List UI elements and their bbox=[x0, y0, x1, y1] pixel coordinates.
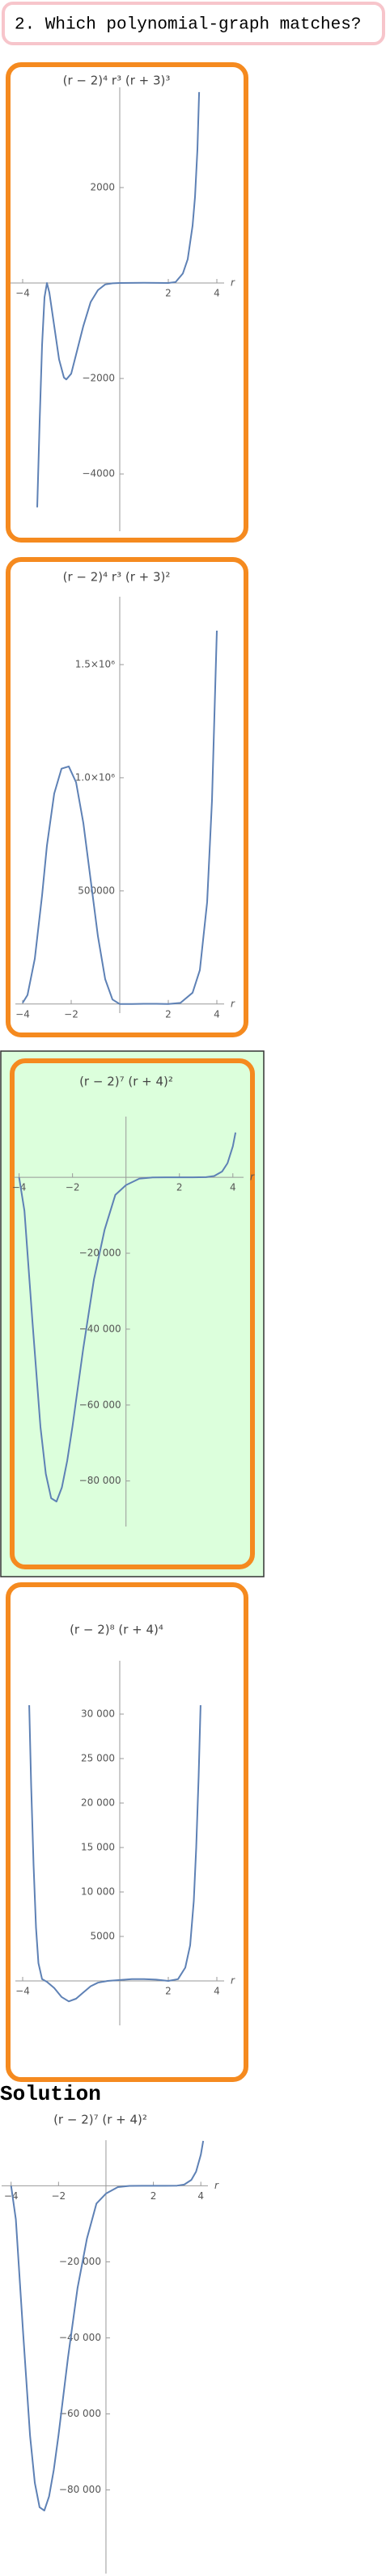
option-box[interactable] bbox=[6, 1582, 248, 2082]
x-tick-label: −4 bbox=[12, 1182, 27, 1193]
x-tick-label: −4 bbox=[15, 1008, 30, 1020]
curve bbox=[22, 630, 218, 1005]
x-tick-label: 2 bbox=[176, 1182, 183, 1193]
chart-title: (r − 2)⁴ r³ (r + 3)³ bbox=[63, 74, 171, 88]
x-tick-label: 2 bbox=[165, 1986, 172, 1997]
y-tick-label: −40 000 bbox=[59, 2332, 101, 2343]
curve bbox=[28, 1704, 201, 2003]
solution-heading: Solution bbox=[0, 2082, 101, 2106]
y-tick-label: 1.5×10⁶ bbox=[75, 658, 115, 669]
x-tick-label: −4 bbox=[4, 2190, 19, 2202]
x-axis-label: r bbox=[214, 2180, 219, 2191]
y-tick-label: 5000 bbox=[90, 1931, 115, 1942]
y-tick-label: −4000 bbox=[82, 468, 115, 479]
x-tick-label: 4 bbox=[214, 1008, 220, 1020]
x-tick-label: −4 bbox=[15, 1986, 30, 1997]
option-box[interactable] bbox=[10, 1058, 255, 1569]
x-tick-label: −2 bbox=[64, 1008, 78, 1020]
curve bbox=[36, 91, 201, 508]
y-tick-label: 15 000 bbox=[81, 1842, 115, 1853]
x-tick-label: 4 bbox=[214, 1986, 220, 1997]
chart-title: (r − 2)⁷ (r + 4)² bbox=[79, 1075, 173, 1089]
x-tick-label: −4 bbox=[15, 288, 30, 299]
x-tick-label: 4 bbox=[214, 288, 220, 299]
option-box[interactable] bbox=[6, 62, 248, 543]
curve bbox=[18, 1132, 237, 1503]
chart-title: (r − 2)⁴ r³ (r + 3)² bbox=[63, 570, 171, 585]
chart-title: (r − 2)⁸ (r + 4)⁴ bbox=[70, 1623, 163, 1637]
question-box bbox=[2, 2, 385, 45]
y-tick-label: −2000 bbox=[82, 373, 115, 384]
x-tick-label: 2 bbox=[165, 288, 172, 299]
x-axis-label: r bbox=[250, 1172, 255, 1183]
y-tick-label: −80 000 bbox=[79, 1475, 121, 1486]
x-tick-label: 2 bbox=[165, 1008, 172, 1020]
y-tick-label: 30 000 bbox=[81, 1708, 115, 1720]
question: 2. Which polynomial-graph matches? bbox=[15, 16, 361, 35]
y-tick-label: 10 000 bbox=[81, 1886, 115, 1898]
y-tick-label: −60 000 bbox=[59, 2408, 101, 2419]
x-tick-label: −2 bbox=[66, 1182, 80, 1193]
x-axis-label: r bbox=[231, 1975, 235, 1987]
y-tick-label: −40 000 bbox=[79, 1323, 121, 1334]
y-tick-label: 1.0×10⁶ bbox=[75, 771, 115, 783]
y-tick-label: 500000 bbox=[78, 885, 115, 896]
x-tick-label: 4 bbox=[197, 2190, 204, 2202]
y-tick-label: 20 000 bbox=[81, 1797, 115, 1809]
chart-title: (r − 2)⁷ (r + 4)² bbox=[53, 2113, 147, 2127]
x-axis-label: r bbox=[231, 277, 235, 289]
x-axis-label: r bbox=[231, 998, 235, 1009]
y-tick-label: −60 000 bbox=[79, 1399, 121, 1410]
curve bbox=[10, 2140, 205, 2512]
y-tick-label: 2000 bbox=[90, 181, 115, 192]
x-tick-label: 2 bbox=[150, 2190, 157, 2202]
y-tick-label: 25 000 bbox=[81, 1753, 115, 1764]
x-tick-label: −2 bbox=[51, 2190, 66, 2202]
y-tick-label: −80 000 bbox=[59, 2484, 101, 2495]
x-tick-label: 4 bbox=[230, 1182, 236, 1193]
y-tick-label: −20 000 bbox=[59, 2256, 101, 2267]
option-box[interactable] bbox=[6, 557, 248, 1037]
